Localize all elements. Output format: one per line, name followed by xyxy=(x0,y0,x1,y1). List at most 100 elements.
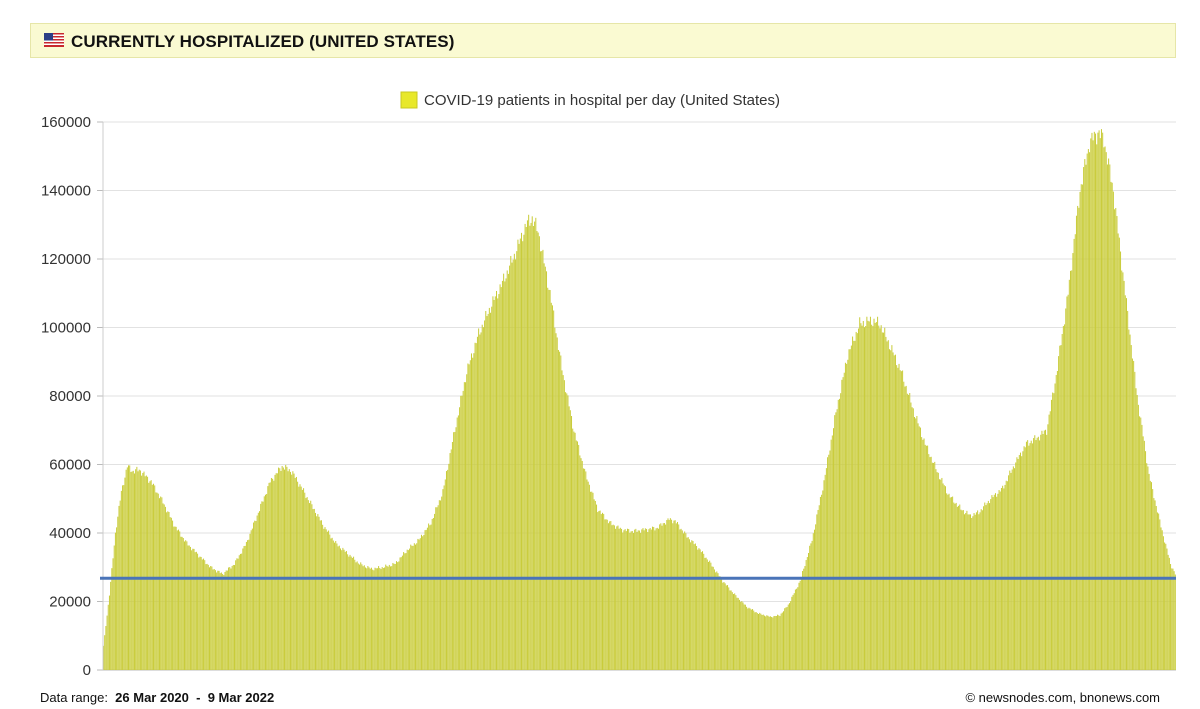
bar xyxy=(718,576,720,670)
bar xyxy=(118,505,120,670)
bar xyxy=(965,513,967,670)
bar xyxy=(755,612,757,670)
bar xyxy=(425,529,427,670)
bar xyxy=(405,553,407,670)
bar xyxy=(372,569,374,670)
bar xyxy=(264,494,266,670)
bar xyxy=(1045,429,1047,670)
bar xyxy=(829,450,831,670)
bar xyxy=(498,294,500,670)
bar xyxy=(541,251,543,671)
bar xyxy=(253,522,255,670)
bar xyxy=(674,520,676,670)
bar xyxy=(560,355,562,670)
bar xyxy=(379,567,381,670)
bar xyxy=(322,524,324,670)
bar xyxy=(847,359,849,670)
bar xyxy=(535,217,537,670)
bar xyxy=(1054,383,1056,670)
bar xyxy=(1071,270,1073,670)
bar xyxy=(491,306,493,670)
bar-series xyxy=(103,129,1176,671)
bar xyxy=(314,512,316,670)
bar xyxy=(869,316,871,670)
bar xyxy=(413,543,415,670)
bar xyxy=(884,327,886,670)
bar xyxy=(694,543,696,670)
bar xyxy=(960,509,962,670)
bar xyxy=(469,360,471,670)
bar xyxy=(753,610,755,670)
bar xyxy=(418,539,420,670)
bar xyxy=(911,407,913,670)
bar xyxy=(444,479,446,670)
bar xyxy=(1123,280,1125,670)
bar xyxy=(788,603,790,670)
bar xyxy=(199,556,201,670)
bar xyxy=(280,470,282,670)
bar xyxy=(964,514,966,670)
bar xyxy=(510,255,512,670)
copyright: © newsnodes.com, bnonews.com xyxy=(965,690,1160,705)
bar xyxy=(448,463,450,670)
bar xyxy=(690,542,692,670)
bar xyxy=(422,536,424,670)
bar xyxy=(437,505,439,670)
bar xyxy=(954,503,956,670)
bar xyxy=(781,612,783,670)
bar xyxy=(1112,191,1114,670)
bar xyxy=(969,514,971,670)
bar xyxy=(513,253,515,670)
bar xyxy=(509,265,511,670)
bar xyxy=(526,220,528,670)
bar xyxy=(388,564,390,670)
bar xyxy=(465,382,467,670)
bar xyxy=(1153,498,1155,670)
bar xyxy=(132,470,134,670)
data-range-separator: - xyxy=(196,690,201,705)
bar xyxy=(599,510,601,670)
bar xyxy=(135,469,137,670)
bar xyxy=(1014,468,1016,670)
bar xyxy=(411,545,413,670)
bar xyxy=(113,545,115,670)
bar xyxy=(216,572,218,670)
bar xyxy=(1120,251,1122,670)
bar xyxy=(1137,404,1139,670)
bar xyxy=(141,475,143,670)
bar xyxy=(603,513,605,670)
bar xyxy=(130,471,132,670)
bar xyxy=(915,418,917,670)
bar xyxy=(666,520,668,670)
bar xyxy=(345,551,347,670)
bar xyxy=(1135,388,1137,670)
bar xyxy=(828,454,830,670)
bar xyxy=(830,439,832,670)
bar xyxy=(213,569,215,670)
bar xyxy=(191,550,193,670)
bar xyxy=(384,567,386,670)
bar xyxy=(961,510,963,670)
bar xyxy=(760,613,762,670)
bar xyxy=(883,332,885,670)
bar xyxy=(337,546,339,670)
bar xyxy=(312,509,314,670)
bar xyxy=(1023,446,1025,670)
bar xyxy=(385,564,387,670)
bar xyxy=(612,524,614,670)
bar xyxy=(912,408,914,670)
bar xyxy=(106,615,108,670)
bar xyxy=(837,399,839,670)
bar xyxy=(784,608,786,670)
bar xyxy=(747,608,749,670)
bar xyxy=(696,546,698,670)
bar xyxy=(824,474,826,670)
bar xyxy=(194,552,196,670)
bar xyxy=(692,541,694,670)
bar xyxy=(908,394,910,670)
bar xyxy=(351,557,353,670)
bar xyxy=(137,471,139,670)
bar xyxy=(653,526,655,670)
bar xyxy=(393,563,395,670)
